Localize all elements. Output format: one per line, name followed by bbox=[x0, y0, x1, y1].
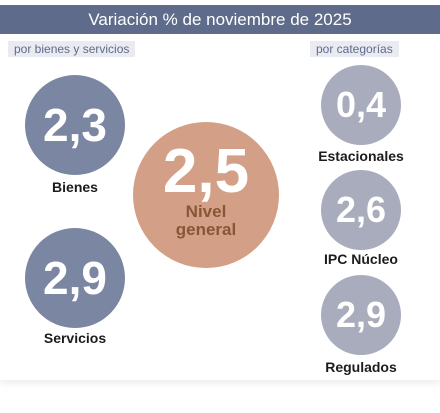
item-label: Estacionales bbox=[318, 148, 404, 164]
value-circle: 2,9 bbox=[25, 228, 125, 328]
value: 2,9 bbox=[43, 252, 107, 304]
section-label: por categorías bbox=[310, 41, 399, 57]
section-label: por bienes y servicios bbox=[8, 41, 136, 57]
center-label: Nivel bbox=[185, 202, 227, 221]
value: 2,9 bbox=[335, 294, 387, 335]
value-circle: 0,4 bbox=[321, 65, 401, 145]
value-circle: 2,6 bbox=[321, 170, 401, 250]
value: 2,5 bbox=[162, 137, 250, 206]
value: 2,6 bbox=[335, 189, 387, 230]
header-title: Variación % de noviembre de 2025 bbox=[0, 5, 440, 34]
card: Variación % de noviembre de 2025 por bie… bbox=[0, 5, 440, 375]
item-label: Servicios bbox=[43, 330, 107, 346]
value-circle: 2,5 Nivel general bbox=[133, 122, 279, 268]
item-label: IPC Núcleo bbox=[324, 251, 398, 267]
item-label: Bienes bbox=[52, 179, 98, 195]
center-label: general bbox=[175, 220, 237, 239]
value: 2,3 bbox=[43, 99, 107, 151]
value-circle: 2,3 bbox=[25, 75, 125, 175]
value: 0,4 bbox=[335, 84, 387, 125]
value-circle: 2,9 bbox=[321, 275, 401, 355]
item-label: Regulados bbox=[325, 359, 397, 375]
